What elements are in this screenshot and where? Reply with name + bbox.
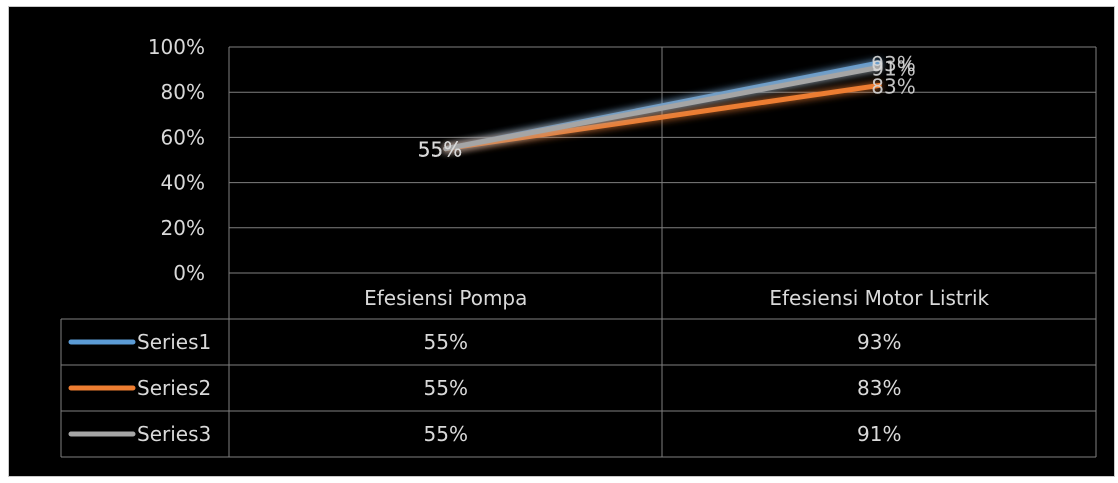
table-cell-value: 55%	[424, 376, 468, 400]
x-category-label: Efesiensi Motor Listrik	[769, 286, 989, 310]
y-tick-label: 100%	[148, 35, 205, 59]
series-line-series3	[443, 64, 882, 152]
series-lines	[443, 60, 882, 152]
gridlines	[228, 46, 1097, 274]
y-tick-label: 60%	[161, 125, 205, 149]
y-tick-label: 80%	[161, 80, 205, 104]
y-tick-label: 0%	[173, 261, 205, 285]
table-cell-value: 93%	[857, 330, 901, 354]
table-cell-value: 83%	[857, 376, 901, 400]
series-line-series2	[443, 82, 882, 152]
data-label: 83%	[871, 74, 915, 98]
legend-label: Series1	[137, 330, 211, 354]
data-label: 91%	[871, 56, 915, 80]
data-labels: 55%93%55%83%55%91%	[418, 52, 916, 162]
data-label: 93%	[871, 52, 915, 76]
x-category-label: Efesiensi Pompa	[364, 286, 527, 310]
y-axis-tick-labels: 0% 20% 40% 60% 80% 100%	[148, 35, 205, 285]
data-label: 55%	[418, 138, 462, 162]
efficiency-line-chart: 0% 20% 40% 60% 80% 100% 55% 93% 55% 83% 55% 91% Ef…	[60, 35, 1097, 458]
chart-frame: 0% 20% 40% 60% 80% 100% 55% 93% 55% 83% 55% 91% Ef…	[8, 6, 1115, 477]
data-label: 55%	[418, 138, 462, 162]
data-label: 55%	[418, 138, 462, 162]
table-cell-value: 91%	[857, 422, 901, 446]
y-tick-label: 20%	[161, 216, 205, 240]
table-cell-value: 55%	[424, 422, 468, 446]
legend-label: Series3	[137, 422, 211, 446]
data-table: Efesiensi Pompa Efesiensi Motor Listrik Se…	[60, 272, 1097, 458]
legend-label: Series2	[137, 376, 211, 400]
y-tick-label: 40%	[161, 171, 205, 195]
table-cell-value: 55%	[424, 330, 468, 354]
